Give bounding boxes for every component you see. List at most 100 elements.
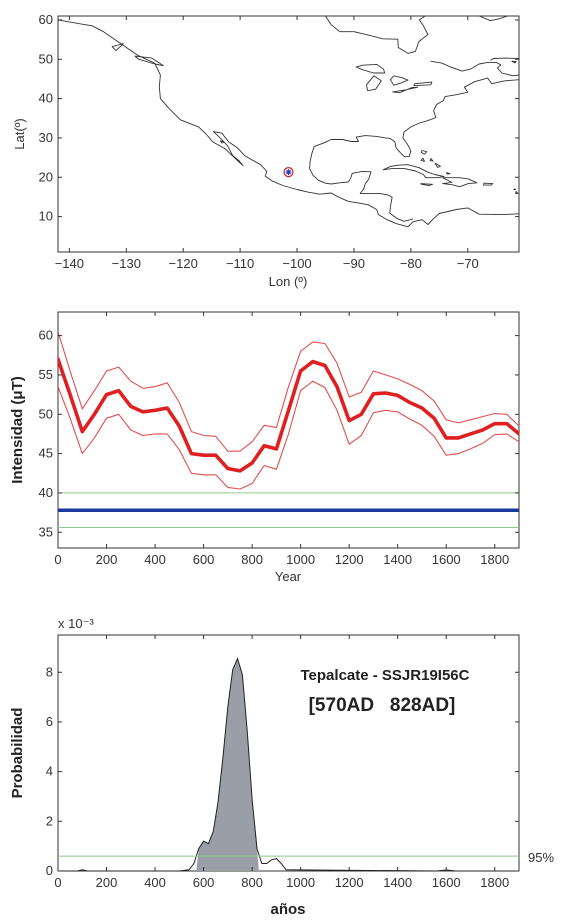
coastline-segment <box>445 172 451 175</box>
probability-curve <box>58 657 519 872</box>
map-x-tick-label: −100 <box>282 256 311 271</box>
intensity-y-tick-label: 50 <box>39 406 53 421</box>
intensity-y-label: Intensidad (μT) <box>9 376 26 484</box>
probability-exponent: x 10⁻³ <box>58 616 94 631</box>
coastline-segment <box>429 158 434 162</box>
coastline-segment <box>430 60 519 77</box>
probability-area <box>58 657 519 872</box>
coastline-segment <box>325 16 429 54</box>
probability-y-label: Probabilidad <box>9 708 26 799</box>
intensity-x-label: Year <box>275 569 302 584</box>
probability-y-tick-label: 6 <box>46 714 53 729</box>
intensity-x-tick-label: 1600 <box>432 552 461 567</box>
probability-shaded-area <box>196 658 259 871</box>
coastline-segment <box>413 81 433 87</box>
coastline-segment <box>511 60 517 64</box>
map-y-tick-label: 10 <box>39 209 53 224</box>
coastline-segment <box>309 77 519 222</box>
intensity-x-tick-label: 1000 <box>286 552 315 567</box>
probability-x-tick-label: 600 <box>193 875 215 890</box>
intensity-ticks: 0 200 400 600 800 1000 1200 1400 1600 1800 35 40 45 5… <box>39 312 519 567</box>
probability-ticks: 0 200 400 600 800 1000 1200 1400 1600 1800 0 2 4 6 8 <box>46 635 519 890</box>
coastline-segment <box>389 75 409 86</box>
coastline-segment <box>434 162 441 168</box>
intensity-y-tick-label: 60 <box>39 328 53 343</box>
site-marker <box>283 167 294 178</box>
probability-y-tick-label: 8 <box>46 664 53 679</box>
map-panel: −140 −130 −120 −110 −100 −90 −80 −70 10 20 30 40 50 6… <box>12 12 520 289</box>
intensity-series <box>58 331 519 490</box>
coast-group <box>58 16 519 228</box>
intensity-x-tick-label: 1800 <box>480 552 509 567</box>
probability-y-tick-label: 0 <box>46 863 53 878</box>
coastline-segment <box>382 164 445 179</box>
probability-x-tick-label: 0 <box>54 875 61 890</box>
map-y-tick-label: 40 <box>39 91 53 106</box>
map-x-tick-label: −80 <box>400 256 422 271</box>
map-ticks: −140 −130 −120 −110 −100 −90 −80 −70 10 20 30 40 50 6… <box>39 12 519 271</box>
coastline-segment <box>420 150 428 155</box>
map-x-tick-label: −140 <box>55 256 84 271</box>
map-x-tick-label: −90 <box>343 256 365 271</box>
map-x-tick-label: −70 <box>457 256 479 271</box>
probability-x-tick-label: 400 <box>144 875 166 890</box>
intensity-upper-line <box>58 331 519 452</box>
map-y-tick-label: 30 <box>39 130 53 145</box>
probability-y-tick-label: 2 <box>46 813 53 828</box>
intensity-y-tick-label: 35 <box>39 524 53 539</box>
coastline-segment <box>420 183 433 186</box>
map-y-tick-label: 60 <box>39 12 53 27</box>
annotation-interval: [570AD 828AD] <box>309 695 456 716</box>
probability-panel: 0 200 400 600 800 1000 1200 1400 1600 1800 0 2 4 6 8 x… <box>9 616 554 918</box>
intensity-x-tick-label: 1400 <box>383 552 412 567</box>
coastline-segment <box>442 177 478 188</box>
intensity-frame <box>57 311 520 549</box>
map-y-label: Lat(º) <box>12 118 27 149</box>
probability-x-label: años <box>270 901 305 918</box>
intensity-x-tick-label: 800 <box>241 552 263 567</box>
coastline-segment <box>513 188 517 190</box>
intensity-x-tick-label: 0 <box>54 552 61 567</box>
coastline-segment <box>58 19 519 228</box>
coastline <box>58 16 519 228</box>
intensity-panel: 0 200 400 600 800 1000 1200 1400 1600 1800 35 40 45 5… <box>9 311 520 584</box>
threshold-label: 95% <box>528 850 554 865</box>
probability-x-tick-label: 200 <box>96 875 118 890</box>
coastline-segment <box>515 191 519 194</box>
coastline-segment <box>420 157 425 162</box>
map-x-tick-label: −130 <box>112 256 141 271</box>
site-star-stroke <box>285 169 292 175</box>
probability-x-tick-label: 1800 <box>480 875 509 890</box>
annotation-title: Tepalcate - SSJR19I56C <box>301 667 470 684</box>
intensity-lower-line <box>58 380 519 490</box>
intensity-curve-line <box>58 357 519 473</box>
coastline-segment <box>483 182 494 186</box>
intensity-x-tick-label: 1200 <box>335 552 364 567</box>
map-y-tick-label: 50 <box>39 51 53 66</box>
map-y-tick-label: 20 <box>39 169 53 184</box>
probability-frame <box>57 634 520 872</box>
intensity-x-tick-label: 200 <box>96 552 118 567</box>
coastline-segment <box>392 86 419 94</box>
intensity-y-tick-label: 40 <box>39 485 53 500</box>
intensity-y-tick-label: 45 <box>39 446 53 461</box>
reference-lines <box>58 492 519 529</box>
coastline-segment <box>134 55 164 67</box>
map-x-tick-label: −120 <box>169 256 198 271</box>
site-ring <box>283 167 294 178</box>
intensity-x-tick-label: 600 <box>193 552 215 567</box>
probability-x-tick-label: 1200 <box>335 875 364 890</box>
coastline-segment <box>479 16 508 22</box>
coastline-segment <box>111 43 124 52</box>
map-frame <box>57 15 520 253</box>
probability-x-tick-label: 1600 <box>432 875 461 890</box>
intensity-y-tick-label: 55 <box>39 367 53 382</box>
map-x-tick-label: −110 <box>226 256 254 271</box>
map-x-label: Lon (º) <box>269 274 308 289</box>
coastline-segment <box>219 140 225 144</box>
probability-x-tick-label: 1000 <box>286 875 315 890</box>
intensity-x-tick-label: 400 <box>144 552 166 567</box>
coastline-segment <box>366 75 382 92</box>
probability-x-tick-label: 1400 <box>383 875 412 890</box>
